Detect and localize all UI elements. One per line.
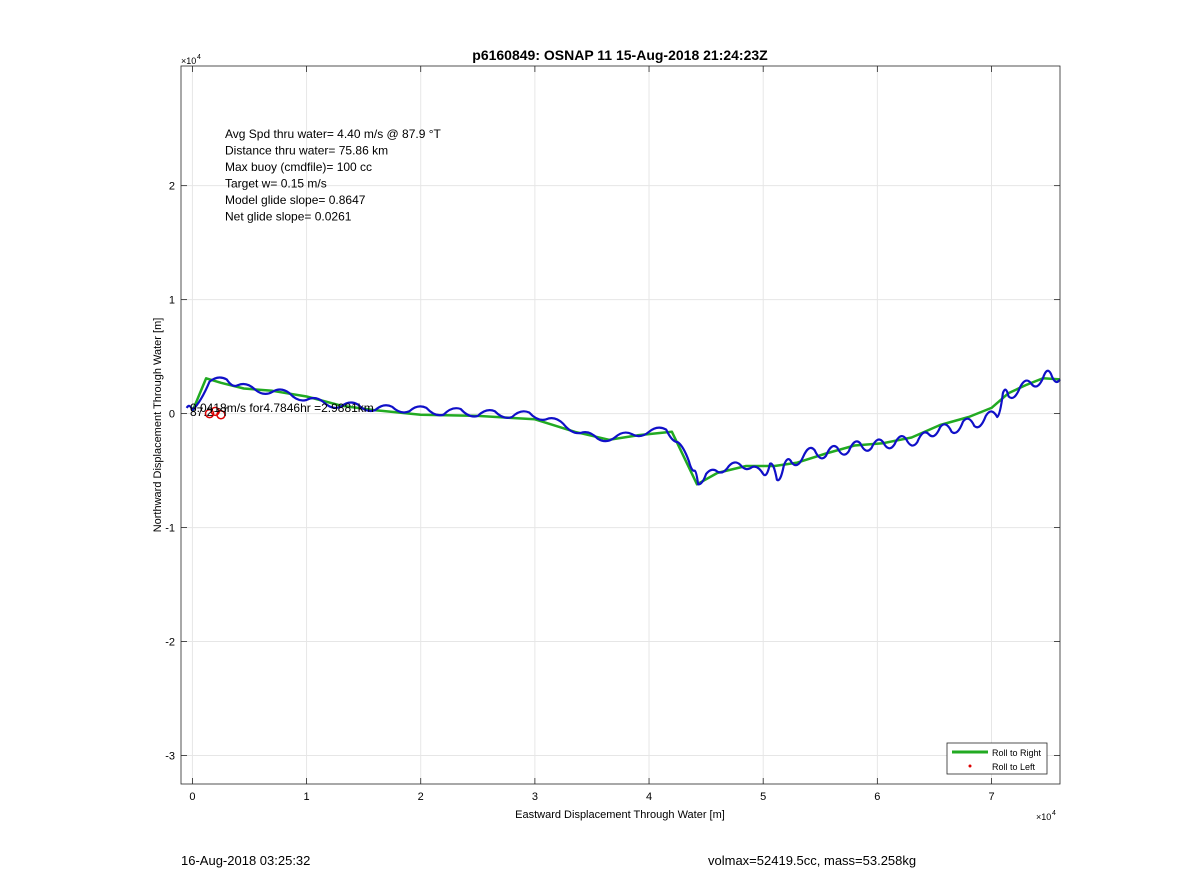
x-tick-label: 7 [988, 791, 994, 803]
footer-timestamp: 16-Aug-2018 03:25:32 [181, 853, 311, 868]
y-axis-label: Northward Displacement Through Water [m] [152, 318, 164, 533]
legend-left-swatch [968, 764, 972, 768]
chart-title: p6160849: OSNAP 11 15-Aug-2018 21:24:23Z [472, 47, 768, 63]
legend: Roll to Right Roll to Left [946, 742, 1048, 775]
x-tick-label: 2 [418, 791, 424, 803]
x-tick-label: 6 [874, 791, 880, 803]
x-exponent-power: 4 [1052, 810, 1056, 817]
x-exponent-base: ×10 [1036, 812, 1051, 822]
ticks: 0 1 2 3 4 5 6 7 -3 -2 -1 0 1 2 [165, 66, 1060, 803]
roll-left-point [216, 409, 226, 420]
stats-annotation-line: Max buoy (cmdfile)= 100 cc [225, 160, 372, 174]
glider-track-line [185, 369, 1061, 486]
x-tick-label: 4 [646, 791, 652, 803]
y-tick-label: -3 [165, 751, 175, 763]
x-tick-label: 3 [532, 791, 538, 803]
y-exponent-power: 4 [197, 54, 201, 61]
stats-annotation-line: Avg Spd thru water= 4.40 m/s @ 87.9 °T [225, 127, 442, 141]
x-tick-label: 0 [189, 791, 195, 803]
x-axis-label: Eastward Displacement Through Water [m] [515, 809, 725, 821]
legend-left-label: Roll to Left [992, 762, 1036, 772]
axes-box [180, 65, 1061, 785]
legend-right-label: Roll to Right [992, 748, 1042, 758]
y-exponent-marker: ×10 4 [181, 54, 201, 66]
series-layer [185, 369, 1061, 486]
legend-box [946, 742, 1048, 775]
y-tick-label: -1 [165, 523, 175, 535]
x-exponent-marker: ×10 4 [1036, 810, 1056, 822]
roll-right-line [191, 377, 1061, 486]
current-label: 0.0418m/s for4.7846hr =2.9881km [190, 401, 374, 415]
y-tick-label: 2 [169, 181, 175, 193]
current-annotation: 0.0418m/s for4.7846hr =2.9881km 87.2 °T [190, 401, 374, 419]
stats-annotation-line: Net glide slope= 0.0261 [225, 210, 352, 224]
stats-annotations: Avg Spd thru water= 4.40 m/s @ 87.9 °T Di… [225, 127, 442, 224]
current-sub-label: 87.2 °T [190, 405, 229, 419]
stats-annotation-line: Model glide slope= 0.8647 [225, 193, 366, 207]
x-tick-label: 5 [760, 791, 766, 803]
stats-annotation-line: Target w= 0.15 m/s [225, 177, 327, 191]
footer-volmax: volmax=52419.5cc, mass=53.258kg [708, 853, 917, 868]
stats-annotation-line: Distance thru water= 75.86 km [225, 144, 388, 158]
y-exponent-base: ×10 [181, 56, 196, 66]
x-tick-label: 1 [304, 791, 310, 803]
y-tick-label: -2 [165, 637, 175, 649]
y-tick-label: 1 [169, 295, 175, 307]
grid [181, 66, 1060, 784]
roll-left-point [204, 408, 215, 419]
y-tick-label: 0 [169, 409, 175, 421]
